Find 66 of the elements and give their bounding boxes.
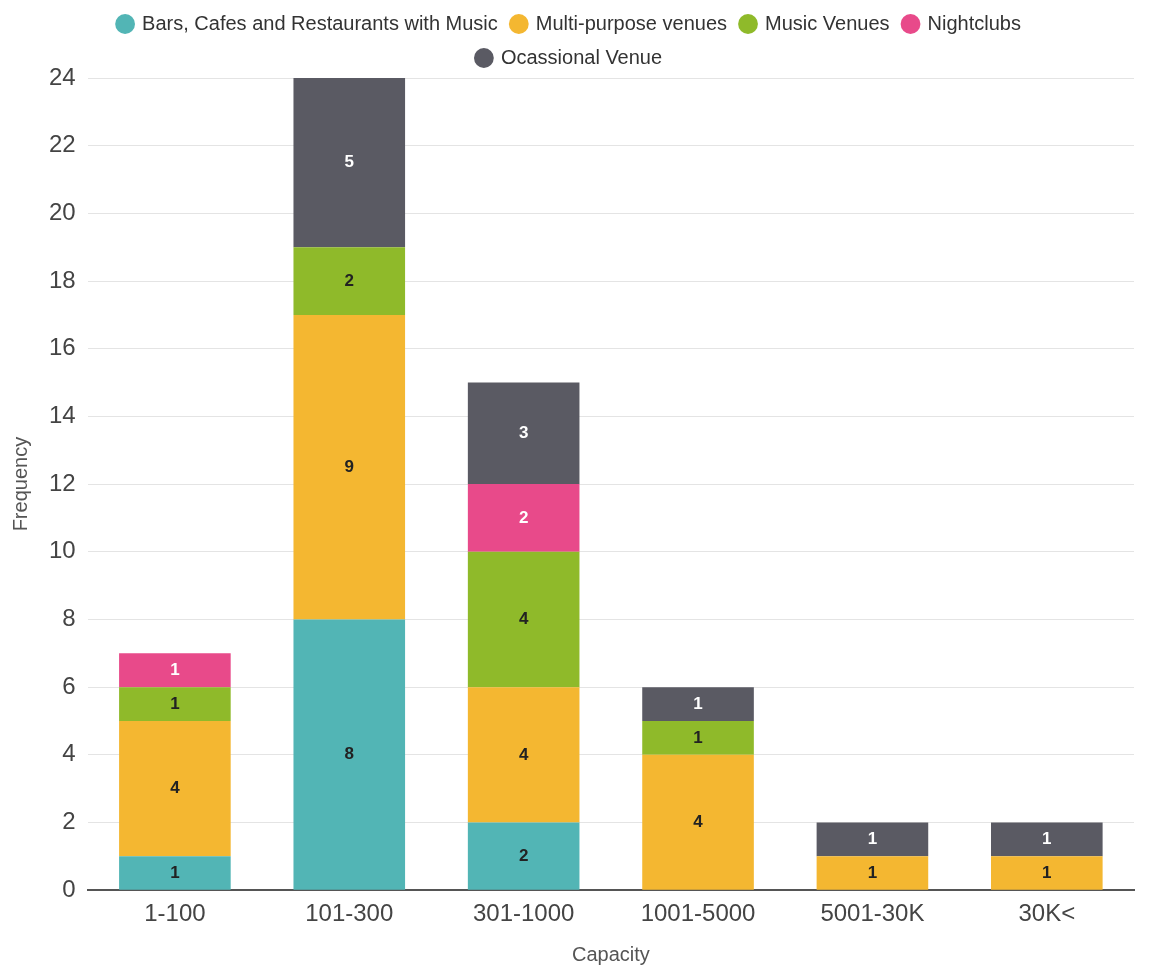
data-label: 2 bbox=[344, 270, 355, 290]
bar bbox=[119, 687, 231, 721]
bar bbox=[293, 314, 406, 620]
bar bbox=[991, 822, 1103, 857]
data-label: 4 bbox=[518, 609, 529, 629]
data-label: 1 bbox=[170, 693, 180, 713]
data-label: 8 bbox=[344, 744, 355, 764]
bar bbox=[467, 551, 580, 688]
bar bbox=[467, 382, 580, 485]
bar bbox=[642, 754, 754, 890]
y-tick-label: 14 bbox=[48, 401, 76, 429]
y-tick-label: 10 bbox=[48, 536, 76, 564]
data-label: 5 bbox=[344, 152, 355, 172]
data-label: 1 bbox=[867, 829, 878, 849]
bar bbox=[119, 856, 231, 890]
bar bbox=[467, 484, 580, 552]
y-tick-label: 16 bbox=[48, 333, 76, 361]
y-tick-label: 24 bbox=[48, 62, 76, 90]
data-label: 1 bbox=[1042, 829, 1052, 849]
y-tick-label: 6 bbox=[62, 671, 76, 699]
data-label: 1 bbox=[170, 862, 180, 882]
data-label: 4 bbox=[170, 778, 181, 798]
bar bbox=[119, 653, 231, 688]
y-tick-label: 22 bbox=[48, 130, 76, 158]
data-label: 1 bbox=[867, 862, 878, 882]
bar bbox=[642, 687, 754, 721]
data-label: 9 bbox=[344, 456, 355, 476]
y-tick-label: 4 bbox=[62, 739, 76, 767]
bar bbox=[642, 720, 754, 755]
data-label: 1 bbox=[693, 693, 703, 713]
bar bbox=[119, 720, 231, 857]
x-tick-label: 30K< bbox=[1018, 899, 1076, 927]
data-label: 1 bbox=[693, 727, 703, 747]
data-label: 1 bbox=[170, 659, 180, 679]
x-tick-label: 5001-30K bbox=[820, 899, 925, 927]
bar bbox=[991, 856, 1103, 890]
legend-label: Bars, Cafes and Restaurants with Music bbox=[142, 11, 498, 34]
y-axis-title: Frequency bbox=[8, 436, 31, 532]
legend-label: Nightclubs bbox=[927, 11, 1021, 34]
y-tick-label: 8 bbox=[62, 604, 76, 632]
data-label: 4 bbox=[693, 811, 704, 831]
data-label: 4 bbox=[518, 744, 529, 764]
data-label: 3 bbox=[518, 423, 529, 443]
bar bbox=[293, 619, 406, 890]
bar bbox=[293, 247, 406, 315]
x-tick-label: 1001-5000 bbox=[640, 899, 756, 927]
legend-label: Music Venues bbox=[765, 11, 890, 34]
data-label: 1 bbox=[1042, 862, 1052, 882]
bar bbox=[467, 822, 580, 890]
y-tick-label: 18 bbox=[48, 265, 76, 293]
x-tick-label: 301-1000 bbox=[472, 899, 575, 927]
y-tick-label: 12 bbox=[48, 468, 76, 496]
y-tick-label: 20 bbox=[48, 197, 76, 225]
bar bbox=[293, 78, 406, 248]
data-label: 2 bbox=[518, 507, 529, 527]
x-tick-label: 1-100 bbox=[144, 899, 206, 927]
x-tick-label: 101-300 bbox=[305, 899, 394, 927]
data-label: 2 bbox=[518, 845, 529, 865]
legend-label: Ocassional Venue bbox=[500, 45, 663, 68]
y-tick-label: 0 bbox=[62, 874, 76, 902]
x-axis-title: Capacity bbox=[571, 942, 650, 965]
bar bbox=[467, 687, 580, 823]
legend-label: Multi-purpose venues bbox=[535, 11, 728, 34]
bar bbox=[816, 822, 929, 857]
bar bbox=[816, 856, 929, 890]
y-tick-label: 2 bbox=[62, 807, 76, 835]
